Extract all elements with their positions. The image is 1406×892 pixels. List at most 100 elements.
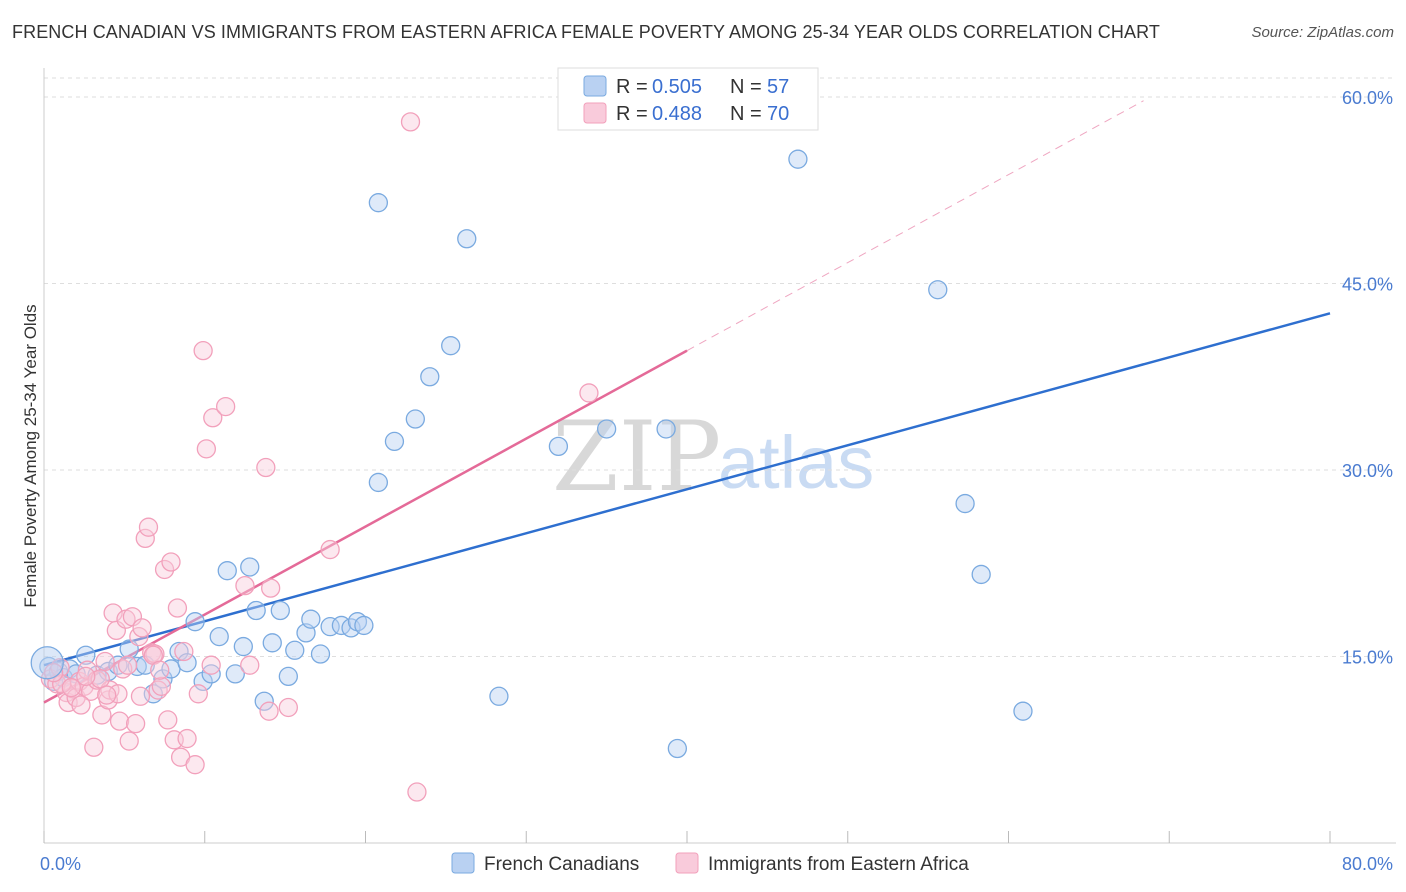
point-eastern-africa — [158, 710, 178, 730]
bottom-legend-label-french-canadians: French Canadians — [484, 854, 639, 875]
point-french-canadians — [457, 229, 477, 249]
legend-n-label: N = — [730, 103, 762, 125]
point-eastern-africa — [117, 655, 138, 675]
point-french-canadians — [955, 493, 975, 514]
point-french-canadians — [405, 409, 425, 429]
y-axis-label: Female Poverty Among 25-34 Year Olds — [21, 304, 40, 607]
trend-line-french-canadians — [43, 312, 1331, 667]
watermark-zip: ZIP — [552, 401, 721, 513]
legend-n-value: 57 — [767, 76, 789, 98]
point-french-canadians — [262, 633, 282, 653]
point-french-canadians — [971, 564, 991, 585]
legend-r-value: 0.505 — [652, 76, 702, 98]
point-french-canadians-cluster — [30, 646, 64, 680]
point-french-canadians — [368, 193, 389, 213]
point-french-canadians — [246, 600, 266, 621]
point-eastern-africa — [203, 408, 223, 428]
legend-n-value: 70 — [767, 103, 789, 125]
point-french-canadians — [441, 336, 461, 356]
point-eastern-africa — [193, 340, 213, 361]
point-french-canadians — [420, 367, 440, 387]
bottom-legend-swatch-french-canadians — [451, 852, 475, 874]
legend-n-label: N = — [730, 76, 762, 98]
point-french-canadians — [278, 666, 298, 687]
point-french-canadians — [788, 149, 808, 169]
point-french-canadians — [928, 280, 948, 300]
point-eastern-africa — [240, 655, 260, 675]
point-eastern-africa — [138, 517, 159, 537]
point-eastern-africa — [52, 674, 72, 694]
point-eastern-africa — [151, 676, 171, 696]
point-french-canadians — [254, 691, 274, 711]
point-eastern-africa — [185, 755, 205, 775]
point-french-canadians — [240, 557, 260, 577]
point-french-canadians — [354, 615, 374, 636]
trend-line-eastern-africa-extension — [686, 100, 1144, 352]
watermark-atlas: atlas — [718, 421, 874, 504]
point-french-canadians — [656, 419, 676, 439]
point-eastern-africa — [132, 618, 152, 638]
point-french-canadians — [310, 644, 331, 664]
point-eastern-africa — [84, 737, 104, 757]
point-eastern-africa — [109, 711, 130, 731]
point-french-canadians — [127, 656, 147, 677]
point-french-canadians — [489, 686, 509, 706]
point-eastern-africa — [188, 684, 208, 704]
data-points — [30, 112, 1033, 802]
bottom-legend: French Canadians Immigrants from Eastern… — [451, 852, 969, 875]
point-french-canadians — [225, 664, 245, 684]
point-eastern-africa — [235, 575, 255, 596]
legend-r-value: 0.488 — [652, 103, 702, 125]
x-tick-label: 80.0% — [1342, 854, 1393, 874]
point-eastern-africa — [95, 651, 115, 672]
y-tick-label: 60.0% — [1342, 88, 1393, 108]
point-french-canadians — [233, 636, 253, 657]
point-eastern-africa — [579, 383, 599, 403]
point-eastern-africa — [135, 528, 155, 549]
point-french-canadians — [185, 612, 205, 632]
point-eastern-africa — [174, 641, 194, 662]
point-eastern-africa — [261, 578, 281, 598]
legend-r-label: R = — [616, 103, 648, 125]
point-eastern-africa — [161, 552, 181, 572]
point-french-canadians — [667, 738, 688, 759]
source-label: Source: ZipAtlas.com — [1251, 24, 1394, 41]
point-eastern-africa — [97, 685, 117, 705]
point-eastern-africa — [130, 686, 151, 706]
point-french-canadians — [596, 419, 617, 439]
point-eastern-africa — [61, 677, 81, 698]
point-eastern-africa — [177, 728, 197, 749]
axes — [43, 68, 1396, 844]
point-french-canadians — [193, 671, 213, 692]
y-tick-label: 30.0% — [1342, 461, 1393, 481]
tick-labels: 15.0% 30.0% 45.0% 60.0% 0.0% 80.0% — [40, 88, 1393, 874]
point-french-canadians — [285, 640, 305, 660]
point-eastern-africa — [148, 680, 168, 700]
point-french-canadians — [209, 626, 229, 647]
point-eastern-africa — [320, 539, 340, 560]
point-eastern-africa — [407, 782, 427, 802]
point-french-canadians — [548, 436, 569, 457]
point-french-canadians — [270, 600, 290, 621]
point-eastern-africa — [196, 439, 217, 459]
chart-title: FRENCH CANADIAN VS IMMIGRANTS FROM EASTE… — [12, 22, 1160, 42]
point-eastern-africa — [201, 655, 221, 675]
y-tick-label: 45.0% — [1342, 275, 1393, 295]
bottom-legend-swatch-eastern-africa — [675, 852, 699, 874]
point-eastern-africa — [256, 457, 276, 478]
point-eastern-africa — [119, 731, 139, 751]
bottom-legend-label-eastern-africa: Immigrants from Eastern Africa — [708, 854, 969, 875]
point-french-canadians — [384, 431, 405, 452]
point-french-canadians — [368, 472, 389, 493]
legend-r-label: R = — [616, 76, 648, 98]
point-french-canadians — [177, 653, 197, 673]
point-eastern-africa — [71, 695, 91, 715]
x-tick-label: 0.0% — [40, 854, 81, 874]
legend-swatch-french-canadians — [583, 75, 607, 97]
point-french-canadians — [169, 641, 189, 662]
point-french-canadians — [76, 645, 96, 665]
point-eastern-africa — [400, 112, 421, 132]
point-eastern-africa — [76, 666, 96, 687]
y-tick-label: 15.0% — [1342, 648, 1393, 668]
